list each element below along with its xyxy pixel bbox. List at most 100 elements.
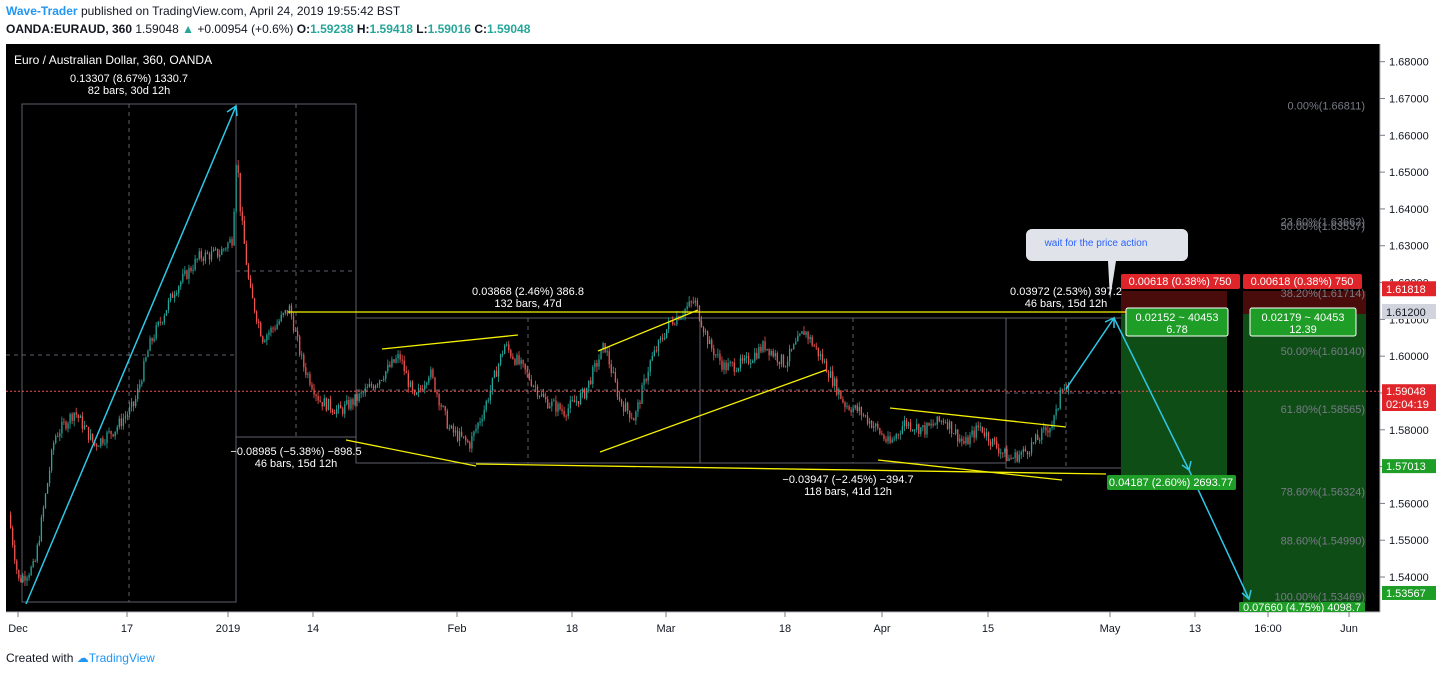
- candles: [10, 159, 1070, 586]
- candle-body: [877, 423, 879, 429]
- candle-body: [444, 406, 446, 411]
- candle-body: [608, 351, 610, 365]
- position-labels: 0.00618 (0.38%) 750 0.00618 (0.38%) 750 …: [1107, 274, 1365, 614]
- candle-body: [803, 331, 805, 335]
- time-axis-background: [6, 612, 1380, 642]
- high-value: 1.59418: [369, 22, 413, 36]
- candle-body: [819, 354, 822, 357]
- candle-body: [409, 381, 412, 388]
- price-tag-label: 1.57013: [1386, 461, 1426, 473]
- candle-body: [108, 431, 110, 433]
- candle-body: [950, 421, 953, 434]
- candle-body: [620, 399, 623, 405]
- candle-body: [350, 399, 352, 409]
- candlestick-chart[interactable]: Euro / Australian Dollar, 360, OANDA 0.0…: [6, 44, 1438, 642]
- candle-body: [686, 306, 688, 310]
- candle-body: [555, 400, 557, 412]
- annotation-decline: −0.03947 (−2.45%) −394.7 118 bars, 41d 12…: [782, 474, 913, 498]
- candle-body: [141, 381, 143, 385]
- candle-body: [641, 385, 643, 404]
- candle-body: [508, 344, 510, 350]
- candle-body: [247, 264, 250, 279]
- candle-body: [307, 373, 309, 375]
- candle-body: [387, 364, 389, 372]
- candle-body: [12, 528, 14, 545]
- author-link[interactable]: Wave-Trader: [6, 4, 78, 18]
- candle-body: [272, 327, 274, 329]
- price-tag: [1382, 585, 1436, 600]
- candle-body: [717, 353, 719, 355]
- candle-body: [704, 331, 707, 333]
- candle-body: [1039, 439, 1041, 441]
- candle-body: [768, 348, 770, 356]
- candle-body: [741, 358, 744, 361]
- candle-body: [586, 387, 588, 399]
- candle-body: [461, 431, 463, 437]
- candle-body: [825, 360, 828, 373]
- candle-body: [344, 404, 346, 414]
- candle-body: [666, 329, 668, 338]
- tradingview-link[interactable]: TradingView: [88, 651, 155, 665]
- candle-body: [463, 436, 465, 438]
- candle-body: [592, 367, 594, 384]
- candle-body: [600, 349, 602, 360]
- price-tick-label: 1.67000: [1389, 93, 1429, 105]
- publisher-line: Wave-Trader published on TradingView.com…: [6, 4, 400, 18]
- price-tag: [1382, 397, 1436, 412]
- candle-body: [518, 355, 520, 365]
- candle-body: [77, 414, 79, 418]
- candle-body: [196, 258, 198, 260]
- candle-body: [967, 437, 969, 445]
- candle-body: [938, 416, 940, 422]
- candle-body: [428, 377, 430, 383]
- candle-body: [274, 328, 276, 330]
- candle-body: [237, 165, 239, 173]
- candle-body: [1047, 430, 1049, 433]
- candle-body: [979, 426, 981, 428]
- candle-body: [635, 411, 637, 421]
- time-tick-label: Apr: [873, 623, 890, 635]
- fib-level-label: 78.60%(1.56324): [1281, 486, 1365, 498]
- candle-body: [73, 412, 75, 421]
- candle-body: [223, 248, 225, 250]
- candle-body: [852, 408, 854, 413]
- price-axis-background: [1380, 44, 1438, 642]
- candle-body: [278, 321, 280, 325]
- target-zone-b: [1243, 314, 1366, 602]
- candle-body: [112, 434, 114, 437]
- candle-body: [680, 316, 682, 320]
- candle-body: [130, 401, 133, 407]
- candle-body: [512, 356, 514, 359]
- candle-body: [100, 438, 102, 447]
- time-tick-label: Feb: [448, 623, 467, 635]
- candle-body: [737, 368, 740, 372]
- candle-body: [30, 566, 32, 576]
- candle-body: [430, 369, 432, 378]
- candle-body: [1041, 428, 1043, 440]
- candle-body: [79, 415, 81, 418]
- candle-body: [260, 322, 262, 337]
- candle-body: [178, 286, 180, 294]
- candle-body: [157, 321, 159, 326]
- candle-body: [538, 396, 541, 397]
- candle-body: [438, 394, 440, 406]
- candle-body: [161, 322, 163, 324]
- candle-body: [1024, 448, 1027, 452]
- annotation-range: 0.03868 (2.46%) 386.8 132 bars, 47d: [472, 286, 584, 310]
- candle-body: [786, 361, 789, 367]
- candle-body: [838, 390, 840, 395]
- candle-body: [983, 432, 986, 437]
- candle-body: [745, 356, 748, 359]
- candle-body: [1035, 434, 1037, 443]
- fib-level-label: 50.00%(1.63537): [1281, 221, 1365, 233]
- candle-body: [200, 251, 202, 259]
- candle-body: [413, 390, 416, 395]
- candle-body: [69, 414, 71, 424]
- candle-body: [571, 400, 573, 402]
- candle-body: [20, 578, 22, 583]
- candle-body: [397, 354, 399, 359]
- candle-body: [399, 354, 401, 360]
- time-tick-label: 15: [982, 623, 994, 635]
- candle-body: [569, 400, 571, 409]
- candle-body: [502, 353, 504, 355]
